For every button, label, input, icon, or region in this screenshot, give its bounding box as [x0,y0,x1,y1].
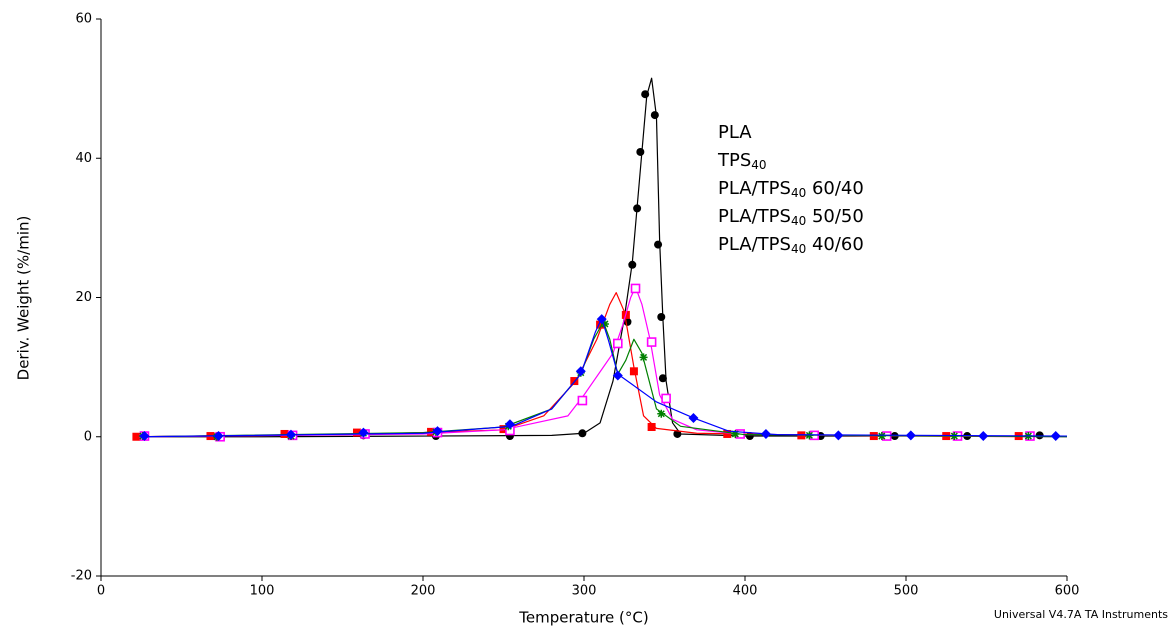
x-tick-label: 200 [411,584,436,599]
data-point [630,283,641,294]
legend-entry: PLA/TPS40 60/40 [718,178,864,200]
data-point [657,409,666,418]
data-point [613,338,623,349]
series-line [141,286,1068,438]
data-point [432,426,443,437]
data-point [612,370,623,381]
data-point [139,431,150,442]
legend-entry: PLA/TPS40 50/50 [718,206,864,228]
data-point [641,90,650,99]
data-point [978,431,989,442]
data-point [658,374,667,383]
footer-note: Universal V4.7A TA Instruments [994,608,1168,621]
data-point [575,366,586,377]
data-point [654,240,663,249]
data-point [760,428,771,439]
data-point [132,432,141,441]
data-point [646,337,657,347]
data-point [636,147,645,156]
series-line [141,317,1068,438]
data-point [633,204,642,213]
x-tick-label: 600 [1055,584,1080,599]
data-point [213,431,224,442]
data-point [577,395,588,406]
series-line [133,77,1067,438]
legend-entry: PLA [718,122,752,143]
x-tick-label: 400 [733,584,758,599]
data-point [688,412,699,423]
legend-entry: TPS40 [717,150,767,172]
data-point [578,429,587,438]
x-tick-label: 100 [250,584,275,599]
data-point [504,419,515,430]
y-tick-label: 40 [75,151,92,166]
data-point [596,314,607,325]
legend-entry: PLA/TPS40 40/60 [718,234,864,256]
data-point [629,367,638,376]
data-point [600,319,609,328]
data-point [661,393,671,404]
x-tick-label: 0 [97,584,105,599]
data-point [647,423,656,432]
x-tick-label: 300 [572,584,597,599]
series-line [141,321,1068,438]
data-point [352,428,361,437]
y-axis-label: Deriv. Weight (%/min) [15,216,33,381]
y-tick-label: 0 [84,429,92,444]
data-point [877,432,886,441]
data-point [285,429,296,440]
data-point [1050,431,1061,442]
data-point [657,312,666,321]
series-line [133,292,1035,438]
data-point [628,260,637,269]
data-point [639,353,648,362]
data-point [358,427,369,438]
x-tick-label: 500 [894,584,919,599]
data-point [833,430,844,441]
data-point [723,429,732,438]
data-point [280,429,289,438]
x-axis-label: Temperature (°C) [518,609,648,627]
data-point [905,430,916,441]
y-tick-label: 20 [75,290,92,305]
data-point [673,429,682,438]
data-point [499,425,508,434]
y-tick-label: 60 [75,12,92,27]
data-point [596,320,605,329]
data-point [731,429,740,438]
y-tick-label: -20 [71,569,92,584]
legend: PLA TPS40 PLA/TPS40 60/40 PLA/TPS40 50/50 PL… [717,122,864,256]
data-point [650,111,659,120]
